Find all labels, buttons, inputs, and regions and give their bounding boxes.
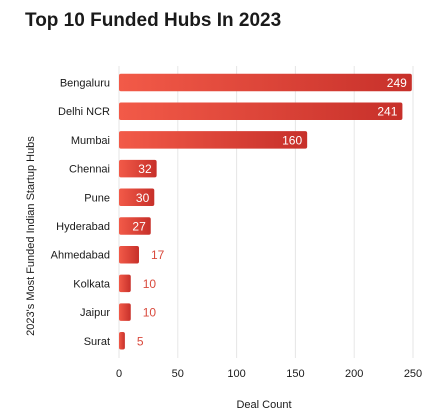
x-tick-label: 100 xyxy=(227,368,245,380)
category-label: Delhi NCR xyxy=(58,106,110,118)
value-label: 32 xyxy=(138,162,152,176)
x-tick-label: 0 xyxy=(116,368,122,380)
category-label: Surat xyxy=(84,336,110,348)
category-label: Jaipur xyxy=(80,307,110,319)
value-label: 249 xyxy=(387,76,407,90)
value-label: 27 xyxy=(132,220,146,234)
category-label: Hyderabad xyxy=(56,221,110,233)
bar-mumbai xyxy=(119,131,308,149)
value-label: 30 xyxy=(136,191,150,205)
bar-jaipur xyxy=(119,303,131,321)
bar-surat xyxy=(119,332,125,350)
value-label: 17 xyxy=(151,248,165,262)
x-tick-labels: 0 50 100 150 200 250 xyxy=(116,368,422,380)
bar-delhi-ncr xyxy=(119,102,403,120)
category-label: Pune xyxy=(84,192,110,204)
bar-hyderabad xyxy=(119,217,151,235)
category-label: Ahmedabad xyxy=(51,250,110,262)
x-axis-label: Deal Count xyxy=(236,399,291,411)
bar-kolkata xyxy=(119,274,131,293)
category-labels: Bengaluru Delhi NCR Mumbai Chennai Pune Hyder… xyxy=(51,78,111,348)
value-label: 5 xyxy=(137,334,144,348)
value-labels: 249 241 160 32 30 27 17 10 10 5 xyxy=(132,76,407,348)
bar-pune xyxy=(119,188,155,207)
x-tick-label: 250 xyxy=(404,368,422,380)
bar-bengaluru xyxy=(119,73,412,92)
bar-ahmedabad xyxy=(119,245,139,264)
x-tick-label: 150 xyxy=(286,368,304,380)
category-label: Bengaluru xyxy=(60,78,110,90)
category-label: Mumbai xyxy=(71,135,110,147)
y-axis-label: 2023's Most Funded Indian Startup Hubs xyxy=(25,136,37,336)
value-label: 10 xyxy=(143,277,157,291)
bar-chennai xyxy=(119,159,157,178)
bars xyxy=(119,73,412,350)
value-label: 160 xyxy=(282,133,302,147)
x-tick-label: 50 xyxy=(172,368,184,380)
category-label: Chennai xyxy=(69,164,110,176)
chart-title: Top 10 Funded Hubs In 2023 xyxy=(25,10,282,31)
value-label: 10 xyxy=(143,306,157,320)
category-label: Kolkata xyxy=(73,278,111,290)
value-label: 241 xyxy=(377,105,397,119)
x-tick-label: 200 xyxy=(345,368,363,380)
